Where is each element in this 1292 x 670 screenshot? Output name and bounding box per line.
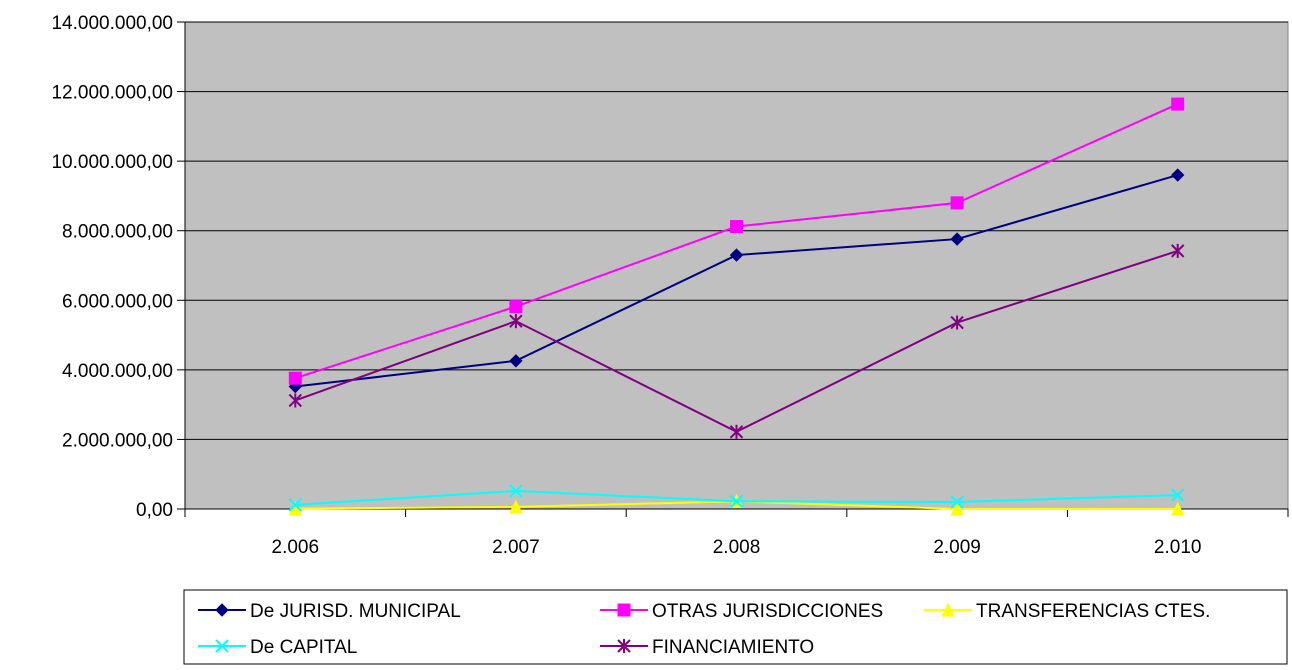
- data-point-4-0: [288, 393, 303, 408]
- series-3: [288, 484, 1185, 512]
- data-point-4-4: [1170, 243, 1185, 258]
- y-tick-label-2: 4.000.000,00: [62, 361, 173, 382]
- legend-label-0: De JURISD. MUNICIPAL: [250, 601, 461, 622]
- y-tick-label-1: 2.000.000,00: [62, 430, 173, 451]
- x-tick-label-4: 2.010: [1154, 537, 1202, 558]
- legend-marker-2: [941, 602, 955, 617]
- legend-item-0: De JURISD. MUNICIPAL: [198, 601, 461, 622]
- data-point-2-4: [1170, 501, 1185, 516]
- legend-label-3: De CAPITAL: [250, 637, 357, 658]
- legend-marker-4: [617, 639, 631, 653]
- x-tick-label-3: 2.009: [933, 537, 981, 558]
- series-1: [288, 97, 1185, 385]
- y-tick-label-3: 6.000.000,00: [62, 291, 173, 312]
- legend-marker-0: [215, 603, 229, 617]
- legend: De JURISD. MUNICIPAL OTRAS JURISDICCIONES…: [183, 589, 1288, 665]
- axes: 0,00 2.000.000,00 4.000.000,00 6.000.000,00…: [51, 13, 1289, 558]
- x-tick-label-1: 2.007: [492, 537, 540, 558]
- legend-marker-3: [215, 639, 229, 653]
- data-point-1-4: [1171, 97, 1185, 111]
- data-point-3-2: [729, 494, 744, 509]
- legend-label-1: OTRAS JURISDICCIONES: [652, 601, 883, 622]
- y-tick-label-4: 8.000.000,00: [62, 222, 173, 243]
- legend-label-2: TRANSFERENCIAS CTES.: [976, 601, 1210, 622]
- legend-item-3: De CAPITAL: [198, 637, 357, 658]
- series-group: [288, 97, 1185, 516]
- data-point-3-3: [950, 495, 964, 509]
- data-point-2-3: [950, 501, 964, 516]
- legend-label-4: FINANCIAMIENTO: [652, 637, 814, 658]
- data-point-3-4: [1170, 488, 1185, 502]
- data-point-3-0: [288, 498, 303, 512]
- data-point-1-3: [950, 196, 964, 210]
- data-point-0-4: [1170, 168, 1185, 182]
- data-point-4-1: [509, 314, 523, 329]
- x-tick-label-2: 2.008: [713, 537, 761, 558]
- legend-box: [183, 589, 1288, 665]
- legend-marker-1: [617, 603, 631, 617]
- data-point-1-1: [509, 300, 523, 314]
- y-tick-label-7: 14.000.000,00: [51, 13, 173, 34]
- y-tick-label-6: 12.000.000,00: [51, 83, 173, 104]
- y-tick-label-5: 10.000.000,00: [51, 152, 173, 173]
- series-4: [288, 243, 1185, 439]
- data-point-0-3: [950, 232, 964, 246]
- data-point-0-2: [729, 248, 744, 262]
- legend-item-1: OTRAS JURISDICCIONES: [600, 601, 883, 622]
- data-point-1-0: [288, 371, 302, 385]
- data-point-4-3: [950, 315, 964, 330]
- legend-item-4: FINANCIAMIENTO: [600, 637, 814, 658]
- data-point-0-1: [509, 354, 523, 368]
- legend-item-2: TRANSFERENCIAS CTES.: [924, 601, 1210, 622]
- data-point-1-2: [730, 220, 743, 234]
- data-point-3-1: [509, 484, 523, 498]
- data-point-2-1: [509, 499, 523, 514]
- data-point-4-2: [729, 424, 744, 439]
- y-tick-label-0: 0,00: [136, 500, 173, 521]
- x-tick-label-0: 2.006: [272, 537, 320, 558]
